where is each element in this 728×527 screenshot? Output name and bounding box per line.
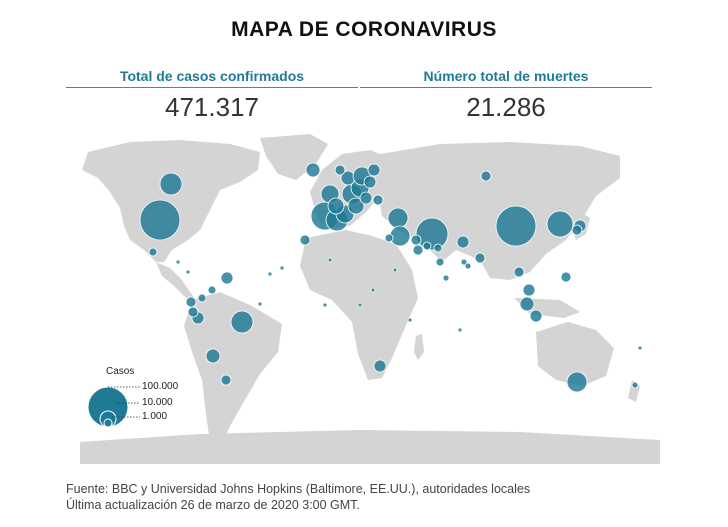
case-bubble[interactable]	[279, 265, 285, 271]
case-bubble[interactable]	[220, 374, 232, 386]
case-bubble[interactable]	[373, 359, 387, 373]
case-bubble[interactable]	[363, 175, 377, 189]
case-bubble[interactable]	[299, 234, 311, 246]
case-bubble[interactable]	[305, 162, 321, 178]
case-bubble[interactable]	[387, 207, 409, 229]
case-bubble[interactable]	[410, 234, 422, 246]
case-bubble[interactable]	[197, 293, 207, 303]
updated-note: Última actualización 26 de marzo de 2020…	[66, 498, 360, 512]
case-bubble[interactable]	[185, 269, 191, 275]
deaths-label: Número total de muertes	[360, 68, 652, 88]
case-bubble[interactable]	[456, 235, 470, 249]
case-bubble[interactable]	[442, 274, 450, 282]
case-bubble[interactable]	[159, 172, 183, 196]
case-bubble[interactable]	[519, 296, 535, 312]
case-bubble[interactable]	[457, 327, 463, 333]
case-bubble[interactable]	[571, 224, 583, 236]
deaths-stat: Número total de muertes 21.286	[360, 68, 652, 123]
case-bubble[interactable]	[205, 348, 221, 364]
case-bubble[interactable]	[631, 381, 639, 389]
madagascar-land	[414, 334, 424, 360]
case-bubble[interactable]	[372, 194, 384, 206]
case-bubble[interactable]	[220, 271, 234, 285]
case-bubble[interactable]	[522, 283, 536, 297]
confirmed-cases-value: 471.317	[165, 92, 259, 122]
south-america-land	[184, 292, 282, 450]
case-bubble[interactable]	[322, 302, 328, 308]
case-bubble[interactable]	[175, 259, 181, 265]
case-bubble[interactable]	[139, 199, 181, 241]
case-bubble[interactable]	[327, 257, 333, 263]
case-bubble[interactable]	[230, 310, 254, 334]
case-bubble[interactable]	[474, 252, 486, 264]
central-america-land	[156, 262, 196, 300]
case-bubble[interactable]	[480, 170, 492, 182]
case-bubble[interactable]	[435, 257, 445, 267]
case-bubble[interactable]	[513, 266, 525, 278]
case-bubble[interactable]	[637, 345, 643, 351]
case-bubble[interactable]	[347, 197, 365, 215]
case-bubble[interactable]	[384, 233, 394, 243]
case-bubble[interactable]	[422, 241, 432, 251]
legend-title: Casos	[106, 366, 135, 377]
case-bubbles[interactable]	[139, 162, 643, 393]
case-bubble[interactable]	[207, 285, 217, 295]
case-bubble[interactable]	[560, 271, 572, 283]
case-bubble[interactable]	[529, 309, 543, 323]
case-bubble[interactable]	[566, 371, 588, 393]
case-bubble[interactable]	[546, 210, 574, 238]
case-bubble[interactable]	[148, 247, 158, 257]
legend-circle-small	[103, 418, 113, 428]
case-bubble[interactable]	[433, 243, 443, 253]
case-bubble[interactable]	[359, 191, 373, 205]
case-bubble[interactable]	[389, 225, 411, 247]
source-note: Fuente: BBC y Universidad Johns Hopkins …	[66, 482, 531, 496]
case-bubble[interactable]	[392, 267, 398, 273]
case-bubble[interactable]	[367, 163, 381, 177]
case-bubble[interactable]	[327, 197, 345, 215]
case-bubble[interactable]	[257, 301, 263, 307]
case-bubble[interactable]	[334, 164, 346, 176]
case-bubble[interactable]	[185, 296, 197, 308]
world-map[interactable]	[60, 130, 670, 470]
case-bubble[interactable]	[460, 258, 468, 266]
deaths-value: 21.286	[466, 92, 546, 122]
case-bubble[interactable]	[464, 262, 472, 270]
case-bubble[interactable]	[370, 287, 376, 293]
case-bubble[interactable]	[495, 205, 537, 247]
page-title: MAPA DE CORONAVIRUS	[231, 18, 497, 41]
legend-circles	[87, 386, 140, 428]
footer: Fuente: BBC y Universidad Johns Hopkins …	[66, 481, 530, 513]
case-bubble[interactable]	[407, 317, 413, 323]
confirmed-cases-stat: Total de casos confirmados 471.317	[66, 68, 358, 123]
north-america-land	[82, 140, 260, 262]
antarctica-land	[80, 430, 660, 464]
legend-label-1000: 1.000	[142, 411, 168, 422]
asia-land	[378, 142, 620, 280]
confirmed-cases-label: Total de casos confirmados	[66, 68, 358, 88]
legend-label-10000: 10.000	[142, 397, 173, 408]
case-bubble[interactable]	[267, 271, 273, 277]
case-bubble[interactable]	[187, 306, 199, 318]
legend-label-100000: 100.000	[142, 381, 179, 392]
case-bubble[interactable]	[415, 217, 449, 251]
case-bubble[interactable]	[357, 302, 363, 308]
australia-land	[536, 322, 614, 386]
case-bubble[interactable]	[412, 244, 424, 256]
greenland-land	[260, 134, 328, 180]
